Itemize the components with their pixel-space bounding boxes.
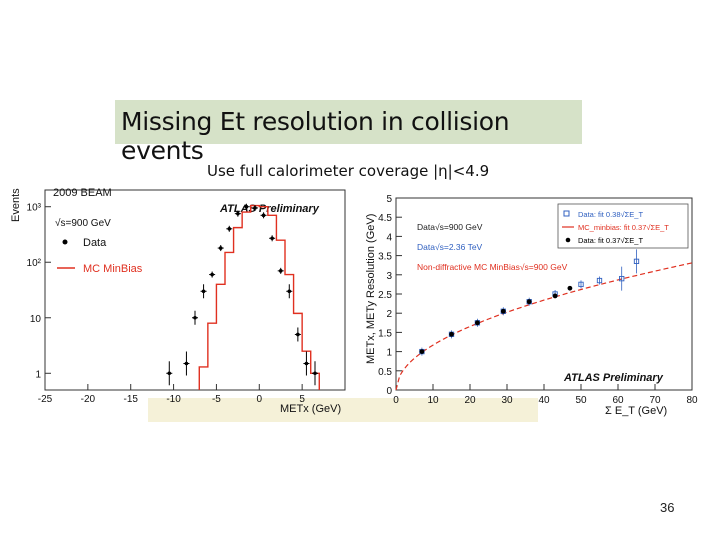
scatter-x-tick-label: 30 [501,395,513,406]
scatter-legend-box-entry: Data: fit 0.37√ΣE_T [578,236,643,245]
scatter-blue-point [578,281,584,288]
hist-preliminary-label: ATLAS Preliminary [219,203,320,215]
hist-y-tick-label: 1 [35,369,41,380]
title-box: Missing Et resolution in collision event… [115,100,582,165]
scatter-x-tick-label: 60 [612,395,624,406]
hist-plot-frame [44,189,346,391]
scatter-y-tick-label: 1 [386,348,392,359]
resolution-scatter-chart: METx, METy Resolution (GeV) Σ E_T (GeV) … [365,194,698,417]
scatter-fit-curve [395,262,693,391]
hist-ylabel: Events [10,188,22,222]
hist-x-tick-label: -5 [212,394,221,405]
scatter-ylabel: METx, METy Resolution (GeV) [365,214,377,364]
scatter-y-tick-label: 0 [386,386,392,397]
scatter-black-point [419,349,425,354]
scatter-y-tick-label: 3.5 [378,252,392,263]
panel-background [148,398,538,422]
hist-data-point [313,371,317,376]
page-number: 36 [660,500,675,515]
scatter-xlabel: Σ E_T (GeV) [605,405,667,417]
scatter-legend-frame [557,203,689,249]
hist-x-tick-label: -20 [81,394,96,405]
scatter-black-point [552,293,558,299]
scatter-blue-point [619,275,625,282]
scatter-legend-marker [565,237,571,243]
scatter-y-tick-label: 4 [386,232,392,243]
hist-data-point [253,206,257,210]
legend-label-mc: MC MinBias [83,263,143,275]
scatter-legend-box-entry: MC_minbias: fit 0.37√ΣE_T [578,223,669,232]
hist-data-point [261,213,266,218]
hist-x-tick-label: 5 [299,394,305,405]
scatter-legend-box: Data: fit 0.38√ΣE_T MC_minbias: fit 0.37√… [557,203,689,249]
scatter-y-tick-label: 0.5 [378,367,392,378]
scatter-blue-point [633,258,640,265]
hist-y-tick-label: 10² [27,258,42,269]
slide-subtitle: Use full calorimeter coverage |η|<4.9 [207,162,490,180]
scatter-y-tick-label: 5 [386,194,392,205]
hist-corner-label: 2009 BEAM [53,187,112,199]
hist-data-point [227,227,232,231]
histogram-chart: 2009 BEAM ATLAS Preliminary √s=900 GeV D… [10,187,346,415]
scatter-x-tick-label: 10 [427,395,439,406]
slide-title: Missing Et resolution in collision event… [121,107,510,165]
hist-data-point [244,204,249,209]
scatter-black-point [449,331,454,337]
scatter-y-tick-label: 2.5 [378,290,392,301]
scatter-legend-left-entry: Data√s=900 GeV [417,222,483,232]
scatter-x-tick-label: 70 [649,395,661,406]
scatter-legend-box-entry: Data: fit 0.38√ΣE_T [578,210,643,219]
legend-marker-data [62,239,68,245]
hist-x-tick-label: -15 [123,394,138,405]
scatter-legend-left-entry: Non-diffractive MC MinBias√s=900 GeV [417,262,568,272]
hist-energy-label: √s=900 GeV [55,217,111,229]
scatter-y-tick-label: 2 [386,309,392,320]
hist-y-tick-label: 10 [30,314,42,325]
hist-xlabel: METx (GeV) [280,403,341,415]
scatter-x-tick-label: 80 [686,395,698,406]
hist-data-point [210,272,214,277]
scatter-legend-left-entry: Data√s=2.36 TeV [417,242,483,252]
scatter-blue-point [596,277,603,284]
hist-data-point [304,361,309,366]
scatter-legend-left: Data√s=900 GeV Data√s=2.36 TeV Non-diffrac… [417,222,568,272]
scatter-legend-marker [563,210,570,217]
scatter-black-point [526,299,532,305]
hist-data-point [184,361,189,366]
scatter-x-tick-label: 20 [464,395,476,406]
hist-data-point [201,289,206,294]
hist-data-point [193,315,197,320]
hist-y-tick-label: 10³ [27,203,42,214]
scatter-x-tick-label: 40 [538,395,550,406]
scatter-x-tick-label: 50 [575,395,587,406]
scatter-y-tick-label: 3 [386,271,392,282]
scatter-y-tick-label: 1.5 [378,328,392,339]
hist-data-point [287,289,292,294]
scatter-black-point [500,308,506,314]
hist-x-tick-label: -25 [38,394,53,405]
hist-data-point [296,332,300,337]
scatter-y-tick-label: 4.5 [378,213,392,224]
hist-data-point [236,211,240,216]
hist-data-point [278,269,283,273]
legend-label-data: Data [83,237,107,249]
scatter-black-point [475,320,480,326]
hist-legend: Data MC MinBias [57,237,143,275]
hist-data-point [167,371,172,376]
hist-data-point [270,236,274,241]
scatter-black-point [567,285,573,291]
hist-mc-series [198,204,320,390]
hist-x-tick-label: -10 [166,394,181,405]
hist-x-tick-label: 0 [257,394,263,405]
hist-data-point [218,246,223,250]
scatter-x-tick-label: 0 [393,395,399,406]
scatter-preliminary-label: ATLAS Preliminary [563,372,664,384]
